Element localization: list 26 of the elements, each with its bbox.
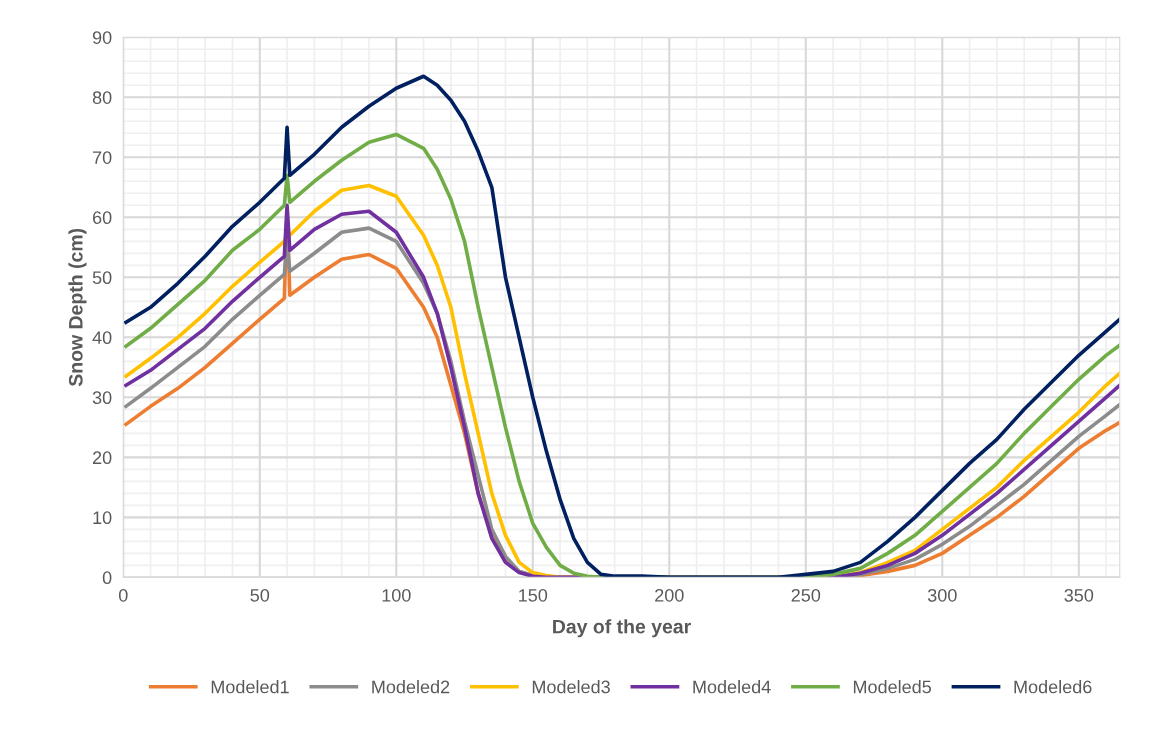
x-tick-label: 150 [519,588,548,602]
x-axis-title: Day of the year [553,619,691,638]
x-tick-label: 0 [118,588,128,602]
y-tick-label: 20 [92,451,112,465]
legend-label: Modeled5 [853,680,932,694]
legend-label: Modeled1 [211,680,289,694]
x-tick-label: 50 [250,588,270,602]
y-tick-label: 90 [92,31,112,44]
x-tick-label: 300 [927,588,957,602]
x-tick-label: 250 [791,588,821,602]
y-tick-label: 40 [92,331,112,345]
y-tick-label: 80 [92,91,112,104]
legend-label: Modeled4 [693,680,771,694]
y-tick-label: 70 [93,151,112,164]
y-tick-label: 60 [92,211,112,225]
x-tick-label: 100 [382,588,411,602]
y-tick-label: 50 [92,271,112,285]
x-tick-label: 350 [1064,588,1094,602]
legend-label: Modeled6 [1014,680,1092,694]
y-tick-label: 10 [93,511,112,525]
y-axis-title: Snow Depth (cm) [68,228,87,387]
y-tick-label: 30 [92,391,112,405]
legend-label: Modeled3 [532,680,610,694]
x-tick-label: 200 [655,588,684,602]
y-tick-label: 0 [102,571,112,585]
legend-label: Modeled2 [372,680,450,694]
